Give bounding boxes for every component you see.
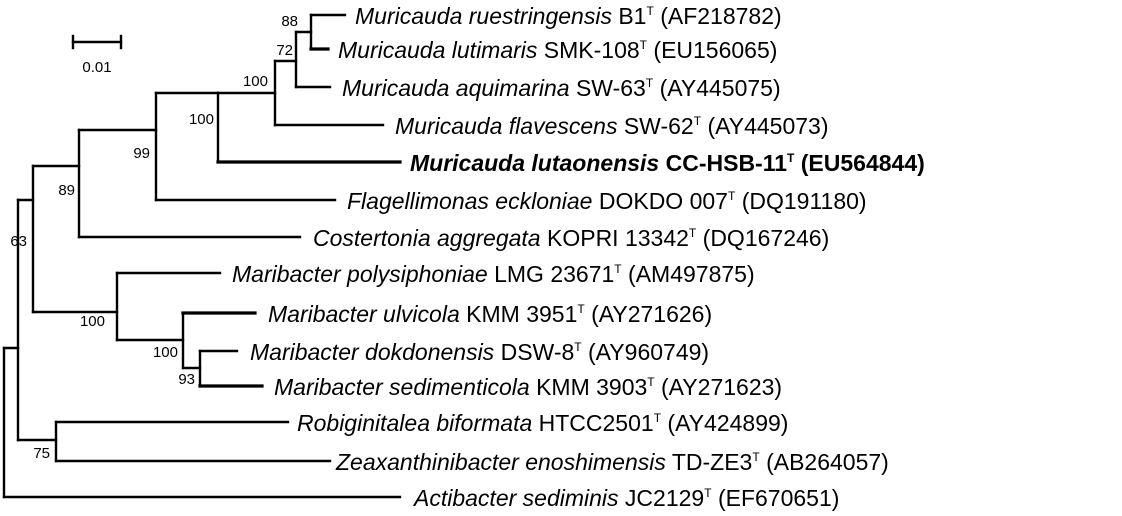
scale-bar: 0.01 (71, 34, 123, 76)
taxon-label: Muricauda lutimaris SMK-108T (EU156065) (338, 37, 777, 63)
tree-branches (2, 13, 402, 499)
bootstrap-100-lutaonensis: 100 (189, 111, 214, 128)
taxon-label: Robiginitalea biformata HTCC2501T (AY424… (297, 410, 788, 436)
taxon-label: Maribacter dokdonensis DSW-8T (AY960749) (250, 339, 709, 365)
bootstrap-72: 72 (276, 42, 293, 59)
bootstrap-63: 63 (10, 233, 27, 250)
bootstrap-89: 89 (58, 182, 75, 199)
taxon-label: Maribacter sedimenticola KMM 3903T (AY27… (274, 374, 782, 400)
scale-bar-label: 0.01 (82, 59, 111, 76)
taxon-labels: Muricauda ruestringensis B1T (AF218782) … (232, 3, 925, 511)
taxon-label: Maribacter polysiphoniae LMG 23671T (AM4… (232, 261, 755, 287)
bootstrap-values: 88 72 100 100 99 89 63 100 100 93 75 (10, 13, 298, 462)
bootstrap-93: 93 (178, 371, 195, 388)
taxon-label: Muricauda flavescens SW-62T (AY445073) (395, 113, 829, 139)
taxon-label-highlighted: Muricauda lutaonensis CC-HSB-11T (EU5648… (410, 150, 925, 176)
taxon-label: Muricauda aquimarina SW-63T (AY445075) (342, 75, 781, 101)
bootstrap-75: 75 (33, 445, 50, 462)
taxon-label: Maribacter ulvicola KMM 3951T (AY271626) (268, 301, 712, 327)
bootstrap-100-flavescens: 100 (243, 73, 268, 90)
taxon-label: Muricauda ruestringensis B1T (AF218782) (355, 3, 782, 29)
bootstrap-100-ulvicola: 100 (153, 344, 178, 361)
taxon-label: Actibacter sediminis JC2129T (EF670651) (412, 485, 839, 511)
taxon-label: Flagellimonas eckloniae DOKDO 007T (DQ19… (347, 188, 867, 214)
taxon-label: Costertonia aggregata KOPRI 13342T (DQ16… (313, 225, 829, 251)
bootstrap-88: 88 (281, 13, 298, 30)
bootstrap-99: 99 (133, 145, 150, 162)
taxon-label: Zeaxanthinibacter enoshimensis TD-ZE3T (… (335, 449, 889, 475)
bootstrap-100-maribacter: 100 (80, 313, 105, 330)
